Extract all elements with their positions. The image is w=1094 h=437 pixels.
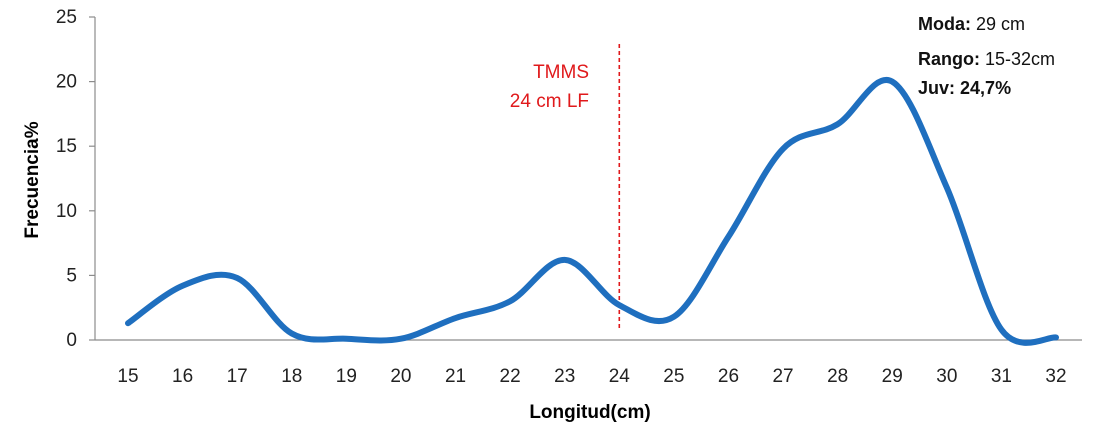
y-tick-label: 0 — [66, 330, 77, 351]
x-tick-label: 29 — [882, 366, 903, 387]
x-tick-label: 22 — [500, 366, 521, 387]
x-tick-label: 25 — [663, 366, 684, 387]
x-tick-label: 19 — [336, 366, 357, 387]
y-tick-label: 15 — [56, 136, 77, 157]
x-tick-label: 18 — [281, 366, 302, 387]
x-tick-label: 23 — [554, 366, 575, 387]
x-tick-label: 21 — [445, 366, 466, 387]
annotation-juv: Juv: 24,7% — [918, 78, 1011, 98]
annotation-juv-value: 24,7% — [960, 78, 1011, 98]
annotation-moda-value: 29 cm — [971, 14, 1025, 34]
x-tick-label: 17 — [227, 366, 248, 387]
x-tick-label: 30 — [936, 366, 957, 387]
y-tick-label: 10 — [56, 201, 77, 222]
x-tick-label: 20 — [390, 366, 411, 387]
x-tick-label: 16 — [172, 366, 193, 387]
x-axis-title: Longitud(cm) — [529, 402, 650, 423]
annotation-rango: Rango: 15-32cm — [918, 49, 1055, 69]
y-axis-title: Frecuencia% — [22, 121, 43, 238]
annotation-juv-key: Juv: — [918, 78, 955, 98]
y-tick-label: 20 — [56, 72, 77, 93]
series-group — [128, 80, 1056, 343]
x-tick-label: 26 — [718, 366, 739, 387]
y-tick-label: 5 — [66, 265, 77, 286]
tmms-label: TMMS — [533, 62, 589, 83]
series-line-0 — [128, 80, 1056, 343]
x-tick-label: 24 — [609, 366, 631, 387]
annotation-moda: Moda: 29 cm — [918, 14, 1025, 34]
tmms-size-label: 24 cm LF — [510, 91, 589, 112]
x-tick-label: 28 — [827, 366, 848, 387]
x-tick-label: 27 — [772, 366, 793, 387]
annotation-rango-value: 15-32cm — [980, 49, 1055, 69]
x-tick-label: 31 — [991, 366, 1012, 387]
annotation-moda-key: Moda: — [918, 14, 971, 34]
annotation-rango-key: Rango: — [918, 49, 980, 69]
x-tick-label: 15 — [117, 366, 138, 387]
x-tick-label: 32 — [1045, 366, 1066, 387]
y-tick-label: 25 — [56, 7, 77, 28]
